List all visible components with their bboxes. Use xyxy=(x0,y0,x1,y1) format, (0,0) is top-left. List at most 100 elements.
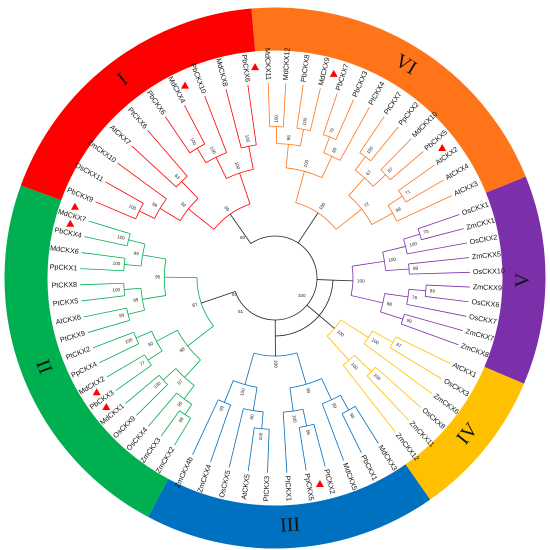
bootstrap-value: 100 xyxy=(239,387,246,396)
branch xyxy=(184,404,193,415)
leaf-label: PbCKX9 xyxy=(66,185,95,204)
branch xyxy=(142,295,166,300)
branch xyxy=(225,89,242,149)
leaf-label: MdCKX5 xyxy=(341,462,360,492)
bootstrap-value: 100 xyxy=(388,257,397,263)
bootstrap-value: 87 xyxy=(192,302,199,309)
bootstrap-value: 98 xyxy=(349,412,356,419)
bootstrap-value: 100 xyxy=(112,261,121,267)
clade-ring-segment xyxy=(148,464,431,549)
branch xyxy=(247,84,257,146)
leaf-label: OsCKX5 xyxy=(217,469,232,498)
branch xyxy=(162,368,177,381)
branch xyxy=(252,387,258,411)
branch xyxy=(352,260,385,267)
bootstrap-value: 66 xyxy=(305,429,311,435)
leaf-label: PbCKX7 xyxy=(333,63,350,92)
branch xyxy=(88,220,131,235)
leaf-label: PtCKX5 xyxy=(52,296,78,308)
bootstrap-value: 100 xyxy=(258,432,264,441)
branch xyxy=(296,84,304,129)
branch xyxy=(370,126,399,162)
branch xyxy=(384,293,409,298)
branch xyxy=(395,336,451,364)
branch xyxy=(136,384,168,416)
bootstrap-value: 100 xyxy=(234,161,241,170)
branch xyxy=(124,287,142,290)
bootstrap-value: 87 xyxy=(387,166,394,173)
branch xyxy=(127,309,145,315)
marker-triangle xyxy=(66,219,75,227)
bootstrap-value: 95 xyxy=(176,400,183,407)
branch xyxy=(385,268,410,271)
root-branch xyxy=(229,213,252,244)
branch xyxy=(340,395,350,411)
bootstrap-value: 100 xyxy=(273,360,278,368)
branch xyxy=(183,385,195,400)
leaf-label: OsCKX6 xyxy=(471,297,500,309)
leaf-label: OsCKX11 xyxy=(73,160,105,183)
leaf-label: PtCKX3 xyxy=(261,476,271,502)
branch xyxy=(181,181,199,199)
bootstrap-value: 92 xyxy=(180,201,187,208)
leaf-label: OsCKX8 xyxy=(420,406,447,431)
bootstrap-value: 70 xyxy=(423,229,430,235)
branch xyxy=(147,350,163,361)
leaf-label: PpCKX4 xyxy=(70,359,99,379)
branch xyxy=(382,246,406,253)
bootstrap-value: 100 xyxy=(128,203,137,211)
branch xyxy=(147,130,188,177)
leaf-label: ZmCKX5 xyxy=(471,249,501,261)
branch xyxy=(350,295,384,304)
branch xyxy=(339,107,370,161)
branch xyxy=(248,146,254,170)
leaf-label: MdCKX6 xyxy=(50,243,80,256)
bootstrap-value: 50 xyxy=(147,341,154,348)
leaf-label: ZmCKX4 xyxy=(195,463,213,493)
branch xyxy=(405,179,444,203)
branch xyxy=(92,331,134,349)
branch xyxy=(407,242,467,255)
branch xyxy=(348,177,365,196)
branch xyxy=(341,413,362,453)
branch xyxy=(261,411,264,429)
branch xyxy=(389,151,424,181)
clade-ring-segment xyxy=(484,176,546,384)
branch xyxy=(174,417,192,446)
branch xyxy=(363,343,433,395)
bootstrap-value: 63 xyxy=(174,173,181,180)
branch xyxy=(81,252,126,259)
branch xyxy=(128,239,146,245)
branch xyxy=(83,307,127,318)
branch xyxy=(313,424,326,467)
branch xyxy=(247,427,255,472)
branch xyxy=(165,116,191,154)
bootstrap-value: 100 xyxy=(117,234,126,241)
bootstrap-value: 100 xyxy=(371,337,381,346)
clade-label: III xyxy=(279,514,300,537)
leaf-label: PtCKX9 xyxy=(59,329,86,345)
branch xyxy=(380,138,412,171)
bootstrap-value: 76 xyxy=(412,295,418,301)
root-arc xyxy=(275,280,334,337)
clade-ring-segment xyxy=(20,8,256,201)
branch xyxy=(187,325,214,347)
branch xyxy=(408,257,469,265)
marker-triangle xyxy=(315,479,324,487)
branch xyxy=(401,323,459,346)
leaf-label: ZmCKX7 xyxy=(465,327,496,344)
root-branch xyxy=(306,304,335,329)
branch xyxy=(387,195,403,206)
bootstrap-value: 67 xyxy=(365,169,372,176)
branch xyxy=(323,136,331,153)
branch xyxy=(285,144,289,168)
branch xyxy=(302,409,307,427)
root-branch xyxy=(297,212,319,244)
bootstrap-value: 99 xyxy=(223,205,230,212)
leaf-label: PbCKX10 xyxy=(189,62,209,95)
branch xyxy=(340,319,369,338)
branch xyxy=(354,406,379,444)
bootstrap-value: 100 xyxy=(350,362,359,371)
branch xyxy=(380,311,404,320)
leaf-label: MdCKX8 xyxy=(214,57,230,87)
